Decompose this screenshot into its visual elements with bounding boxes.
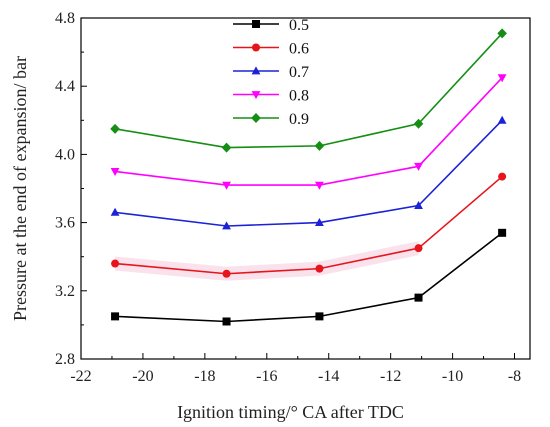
data-point-0.8 — [110, 168, 120, 177]
y-tick-label: 3.6 — [55, 215, 75, 232]
x-tick-label: -8 — [508, 368, 521, 385]
data-point-0.9 — [314, 140, 325, 151]
legend-label-0.8: 0.8 — [289, 88, 309, 105]
data-point-0.7 — [414, 200, 423, 209]
data-point-0.6 — [111, 259, 120, 268]
data-point-0.7 — [497, 115, 507, 124]
series-line-0.5 — [115, 232, 503, 323]
legend-label-0.9: 0.9 — [289, 111, 309, 128]
series-shading — [115, 241, 419, 281]
data-point-0.9 — [497, 28, 507, 39]
data-point-0.6 — [222, 269, 231, 278]
data-point-0.5 — [498, 228, 507, 237]
legend-marker-0.6 — [252, 43, 260, 52]
legend-label-0.6: 0.6 — [289, 41, 309, 58]
legend-marker-0.7 — [251, 66, 261, 75]
y-axis-title: Pressure at the end of expansion/ bar — [10, 56, 30, 321]
y-tick-label: 3.2 — [55, 283, 75, 300]
data-point-0.9 — [221, 142, 232, 153]
y-tick-label: 4.0 — [55, 146, 75, 163]
data-point-0.7 — [110, 207, 120, 216]
data-point-0.5 — [222, 317, 231, 326]
y-axis-ticks: 2.8 3.2 3.6 4.0 4.4 4.8 — [55, 10, 87, 368]
data-point-0.9 — [110, 123, 120, 134]
x-tick-label: -20 — [132, 368, 153, 385]
data-point-0.8 — [414, 162, 423, 171]
y-tick-label: 2.8 — [55, 351, 75, 368]
data-point-0.8 — [315, 181, 324, 190]
series-markers — [110, 28, 507, 326]
legend-label-0.5: 0.5 — [289, 17, 309, 34]
x-tick-label: -18 — [194, 368, 215, 385]
x-tick-label: -14 — [318, 368, 339, 385]
x-axis-ticks: -22 -20 -18 -16 -14 -12 -10 -8 — [70, 353, 521, 385]
data-point-0.6 — [414, 244, 423, 253]
x-axis-title: Ignition timing/° CA after TDC — [177, 402, 404, 422]
data-point-0.7 — [315, 218, 324, 226]
legend-marker-0.9 — [251, 113, 261, 123]
series-line-0.7 — [114, 119, 503, 227]
data-point-0.5 — [414, 293, 423, 302]
data-point-0.9 — [413, 118, 424, 129]
x-tick-label: -12 — [380, 368, 401, 385]
data-point-0.5 — [111, 312, 120, 321]
x-tick-label: -22 — [70, 368, 91, 385]
legend: 0.5 0.6 0.7 0.8 0.9 — [233, 17, 309, 128]
data-point-0.6 — [498, 172, 507, 181]
data-point-0.8 — [222, 181, 231, 190]
shading-band — [115, 241, 419, 281]
y-tick-label: 4.8 — [55, 10, 75, 27]
x-tick-label: -16 — [256, 368, 277, 385]
legend-marker-0.5 — [252, 20, 260, 28]
data-point-0.6 — [315, 264, 324, 273]
data-point-0.8 — [497, 74, 507, 83]
y-tick-label: 4.4 — [55, 78, 75, 95]
legend-label-0.7: 0.7 — [289, 64, 309, 81]
series-line-0.6 — [114, 175, 503, 275]
x-tick-label: -10 — [442, 368, 463, 385]
data-point-0.7 — [222, 221, 231, 230]
legend-marker-0.8 — [251, 91, 261, 100]
data-point-0.5 — [315, 312, 324, 321]
